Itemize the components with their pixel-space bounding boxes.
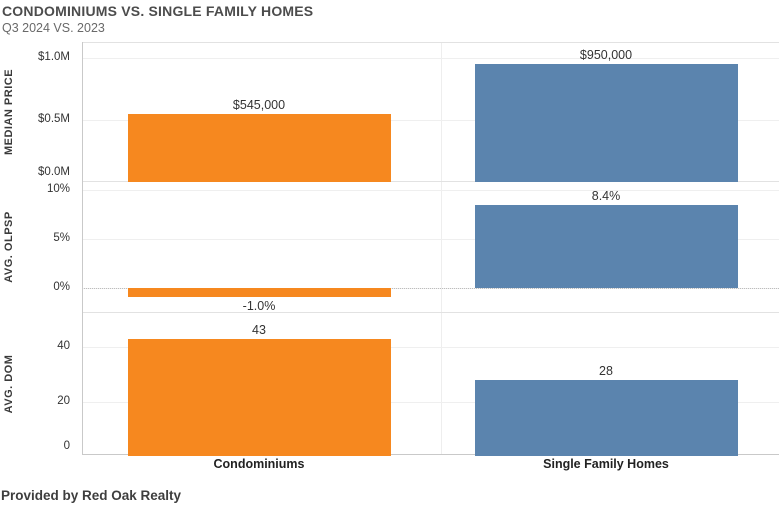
x-label-single-family-homes: Single Family Homes [543, 457, 669, 471]
bar-single-family-homes-avg-dom[interactable] [474, 379, 738, 456]
y-axis-line [82, 42, 83, 455]
gridline [82, 347, 779, 349]
pane-median-price: $545,000 $950,000 [82, 43, 779, 182]
y-tick-avg-olpsp-10: 10% [46, 182, 70, 195]
metric-label-avg-dom: AVG. DOM [3, 354, 15, 413]
gridline [82, 119, 779, 121]
value-label-condominiums-median-price: $545,000 [232, 98, 286, 113]
value-label-single-family-homes-median-price: $950,000 [579, 48, 633, 63]
y-tick-avg-dom-20: 20 [57, 394, 70, 407]
credit-text: Provided by Red Oak Realty [1, 488, 182, 503]
bar-condominiums-avg-dom[interactable] [127, 338, 391, 456]
gridline [82, 57, 779, 59]
y-tick-avg-dom-0: 0 [63, 440, 70, 452]
bar-condominiums-avg-olpsp[interactable] [127, 287, 391, 298]
bar-single-family-homes-median-price[interactable] [474, 64, 738, 182]
bar-single-family-homes-avg-olpsp[interactable] [474, 205, 738, 288]
y-tick-avg-olpsp-5: 5% [53, 231, 70, 244]
zero-line [82, 287, 779, 289]
gridline [82, 401, 779, 403]
metric-label-median-price: MEDIAN PRICE [3, 68, 15, 155]
metric-label-avg-olpsp: AVG. OLPSP [3, 210, 15, 283]
column-divider [441, 43, 442, 454]
y-tick-median-price-1-0m: $1.0M [38, 50, 70, 63]
chart-title: CONDOMINIUMS VS. SINGLE FAMILY HOMES [2, 3, 314, 19]
y-tick-labels: $1.0M $0.5M $0.0M 10% 5% 0% 40 20 0 [0, 42, 76, 455]
gridline [82, 238, 779, 240]
value-label-single-family-homes-avg-olpsp: 8.4% [591, 189, 621, 204]
gridline [82, 189, 779, 191]
bar-condominiums-median-price[interactable] [127, 114, 391, 182]
x-label-condominiums: Condominiums [213, 457, 305, 471]
pane-avg-dom: 43 28 [82, 313, 779, 456]
value-label-condominiums-avg-dom: 43 [252, 322, 266, 337]
chart-subtitle: Q3 2024 VS. 2023 [2, 21, 105, 35]
y-tick-median-price-0-5m: $0.5M [38, 112, 70, 125]
value-label-condominiums-avg-olpsp: -1.0% [242, 299, 276, 314]
plot-area: $545,000 $950,000 -1.0% 8.4% 43 28 [82, 42, 779, 456]
value-label-single-family-homes-avg-dom: 28 [599, 363, 613, 378]
y-tick-avg-dom-40: 40 [57, 340, 70, 353]
y-tick-median-price-0-0m: $0.0M [38, 166, 70, 178]
pane-avg-olpsp: -1.0% 8.4% [82, 182, 779, 313]
x-category-labels: Condominiums Single Family Homes [82, 457, 779, 473]
y-tick-avg-olpsp-0: 0% [53, 280, 70, 293]
